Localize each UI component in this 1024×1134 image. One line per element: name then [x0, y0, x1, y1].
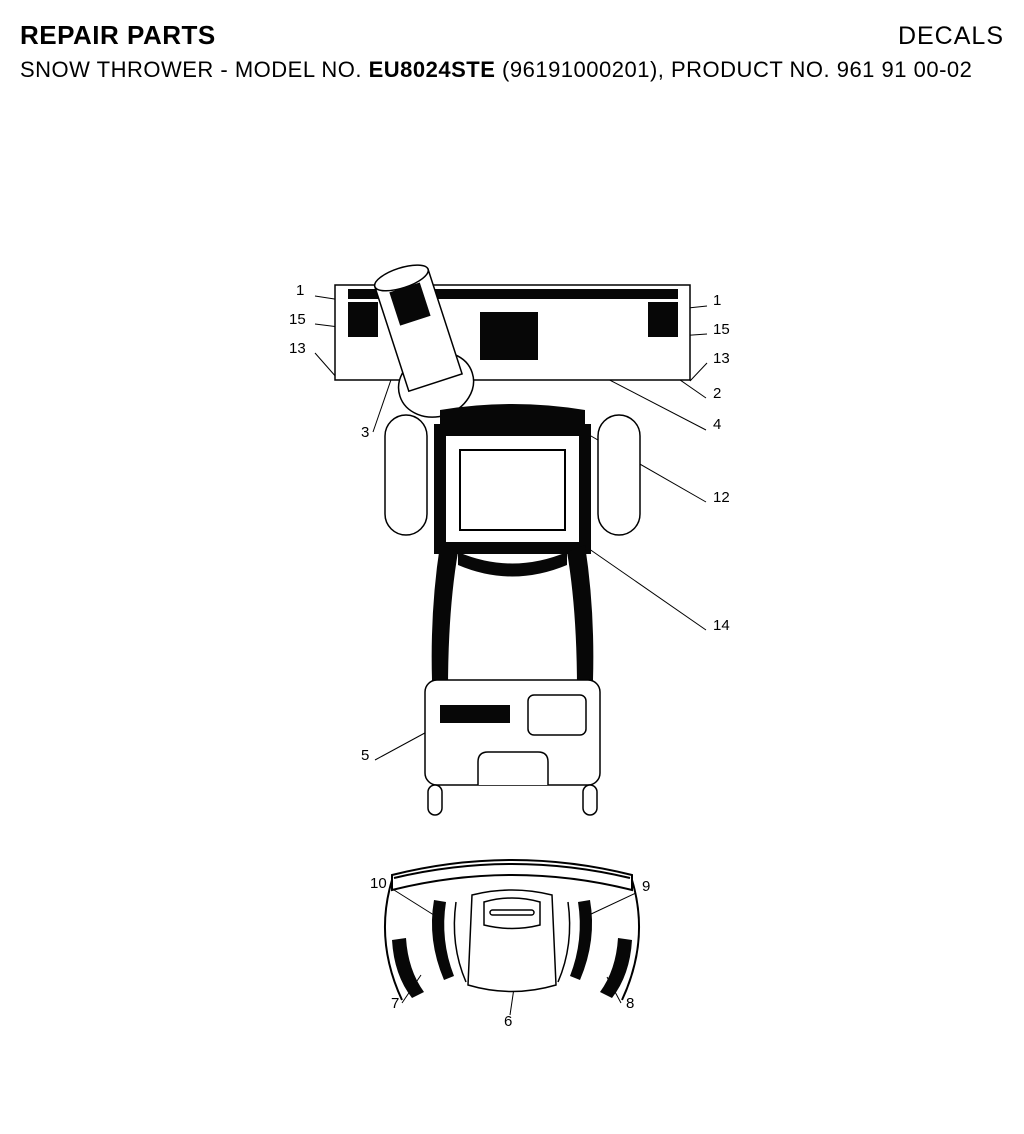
- handle-assembly: [385, 860, 639, 1000]
- callout-6: 6: [504, 1013, 512, 1030]
- callout-4: 4: [713, 416, 721, 433]
- callout-7: 7: [391, 995, 399, 1012]
- callout-3: 3: [361, 424, 369, 441]
- weight-left: [385, 415, 427, 535]
- frame-arms: [432, 545, 594, 690]
- callout-9: 9: [642, 878, 650, 895]
- callout-1: 1: [713, 292, 721, 309]
- callout-14: 14: [713, 617, 730, 634]
- parts-diagram: [0, 0, 1024, 1134]
- callout-15: 15: [713, 321, 730, 338]
- callout-5: 5: [361, 747, 369, 764]
- weight-right: [598, 415, 640, 535]
- callout-12: 12: [713, 489, 730, 506]
- callout-13: 13: [713, 350, 730, 367]
- callout-10: 10: [370, 875, 387, 892]
- callout-1: 1: [296, 282, 304, 299]
- body-mid: [440, 404, 585, 548]
- dash-panel: [425, 680, 600, 815]
- callout-2: 2: [713, 385, 721, 402]
- callout-13: 13: [289, 340, 306, 357]
- callout-15: 15: [289, 311, 306, 328]
- callout-8: 8: [626, 995, 634, 1012]
